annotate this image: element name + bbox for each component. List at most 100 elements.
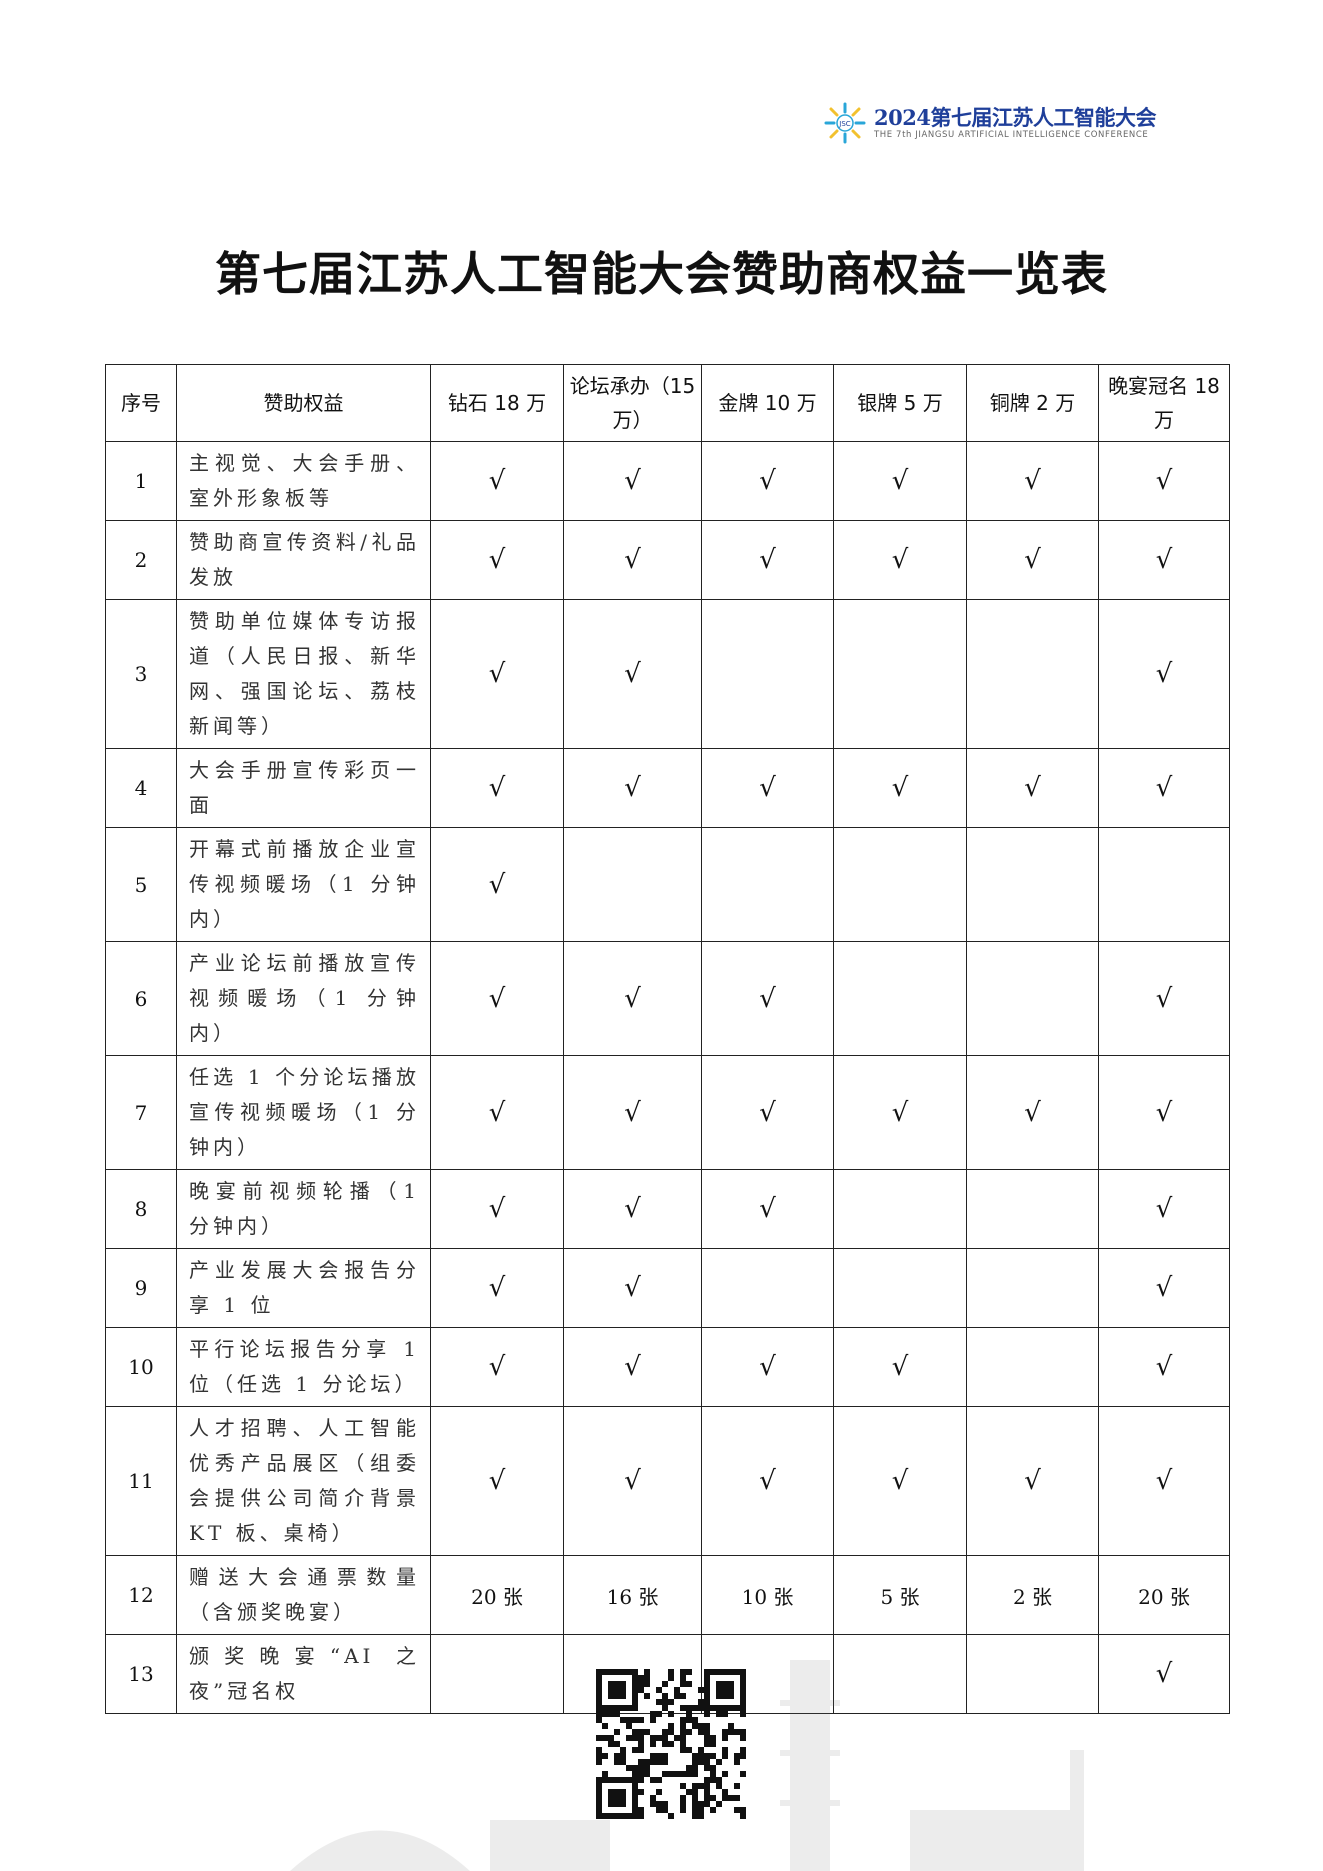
- sponsor-benefits-table: 序号 赞助权益 钻石 18 万论坛承办（15 万） 金牌 10 万银牌 5 万铜牌 2…: [105, 364, 1230, 1714]
- row-number: 1: [105, 441, 177, 521]
- row-number: 11: [105, 1406, 177, 1556]
- checkmark-cell: √: [430, 1327, 564, 1407]
- checkmark-cell: √: [563, 941, 702, 1056]
- checkmark-cell: √: [563, 599, 702, 749]
- checkmark-cell: √: [430, 441, 564, 521]
- checkmark-cell: √: [833, 1327, 967, 1407]
- checkmark-cell: √: [701, 1406, 834, 1556]
- checkmark-cell: √: [701, 520, 834, 600]
- checkmark-cell: √: [563, 1169, 702, 1249]
- benefit-cell: 10 张: [701, 1555, 834, 1635]
- checkmark-cell: √: [430, 1055, 564, 1170]
- checkmark-cell: √: [1098, 441, 1230, 521]
- row-number: 10: [105, 1327, 177, 1407]
- checkmark-cell: √: [833, 520, 967, 600]
- table-row: 1 主视觉、大会手册、室外形象板等 √ √ √ √ √ √: [105, 441, 1230, 521]
- table-row: 9 产业发展大会报告分享 1 位 √ √ √: [105, 1248, 1230, 1328]
- benefit-cell: [833, 1169, 967, 1249]
- row-number: 9: [105, 1248, 177, 1328]
- table-row: 6 产业论坛前播放宣传视频暖场（1 分钟内） √ √ √ √: [105, 941, 1230, 1056]
- checkmark-cell: √: [430, 827, 564, 942]
- benefit-cell: [966, 941, 1099, 1056]
- table-row: 2 赞助商宣传资料/礼品发放 √ √ √ √ √ √: [105, 520, 1230, 600]
- row-number: 7: [105, 1055, 177, 1170]
- row-number: 13: [105, 1634, 177, 1714]
- checkmark-cell: √: [430, 599, 564, 749]
- logo-title: 2024第七届江苏人工智能大会: [874, 105, 1156, 130]
- checkmark-cell: √: [701, 1169, 834, 1249]
- column-header: 金牌 10 万: [701, 364, 834, 442]
- benefit-cell: [966, 1248, 1099, 1328]
- checkmark-cell: √: [563, 1055, 702, 1170]
- benefit-cell: [430, 1634, 564, 1714]
- table-row: 7 任选 1 个分论坛播放宣传视频暖场（1 分钟内） √ √ √ √ √ √: [105, 1055, 1230, 1170]
- column-header: 晚宴冠名 18 万: [1098, 364, 1230, 442]
- city-skyline-watermark: [290, 1660, 1084, 1871]
- conference-logo: JSC 2024第七届江苏人工智能大会 THE 7th JIANGSU ARTI…: [822, 100, 1156, 146]
- benefit-cell: [701, 827, 834, 942]
- benefit-cell: 16 张: [563, 1555, 702, 1635]
- benefit-cell: 20 张: [430, 1555, 564, 1635]
- table-row: 10 平行论坛报告分享 1 位（任选 1 分论坛） √ √ √ √ √: [105, 1327, 1230, 1407]
- benefit-description: 晚宴前视频轮播（1 分钟内）: [176, 1169, 431, 1249]
- benefit-description: 开幕式前播放企业宣传视频暖场（1 分钟内）: [176, 827, 431, 942]
- checkmark-cell: √: [701, 441, 834, 521]
- benefit-cell: [563, 827, 702, 942]
- benefit-cell: 2 张: [966, 1555, 1099, 1635]
- benefit-cell: [701, 1248, 834, 1328]
- checkmark-cell: √: [563, 1327, 702, 1407]
- benefit-cell: [966, 1327, 1099, 1407]
- checkmark-cell: √: [563, 441, 702, 521]
- logo-subtitle: THE 7th JIANGSU ARTIFICIAL INTELLIGENCE …: [874, 130, 1149, 140]
- benefit-cell: [833, 599, 967, 749]
- benefit-cell: 20 张: [1098, 1555, 1230, 1635]
- checkmark-cell: √: [563, 520, 702, 600]
- checkmark-cell: √: [966, 520, 1099, 600]
- checkmark-cell: √: [430, 1248, 564, 1328]
- checkmark-cell: √: [563, 1406, 702, 1556]
- benefit-cell: [833, 827, 967, 942]
- benefit-description: 大会手册宣传彩页一面: [176, 748, 431, 828]
- checkmark-cell: √: [430, 1406, 564, 1556]
- table-row: 4 大会手册宣传彩页一面 √ √ √ √ √ √: [105, 748, 1230, 828]
- benefit-description: 赞助单位媒体专访报道（人民日报、新华网、强国论坛、荔枝新闻等）: [176, 599, 431, 749]
- table-row: 11 人才招聘、人工智能优秀产品展区（组委会提供公司简介背景 KT 板、桌椅） √ √…: [105, 1406, 1230, 1556]
- checkmark-cell: √: [833, 441, 967, 521]
- checkmark-cell: √: [563, 748, 702, 828]
- column-header: 钻石 18 万: [430, 364, 564, 442]
- row-number: 6: [105, 941, 177, 1056]
- checkmark-cell: √: [430, 941, 564, 1056]
- checkmark-cell: √: [1098, 520, 1230, 600]
- checkmark-cell: √: [1098, 1634, 1230, 1714]
- checkmark-cell: √: [1098, 1248, 1230, 1328]
- benefit-description: 产业论坛前播放宣传视频暖场（1 分钟内）: [176, 941, 431, 1056]
- benefit-description: 赞助商宣传资料/礼品发放: [176, 520, 431, 600]
- benefit-description: 主视觉、大会手册、室外形象板等: [176, 441, 431, 521]
- svg-text:JSC: JSC: [838, 120, 851, 128]
- page-title: 第七届江苏人工智能大会赞助商权益一览表: [215, 247, 1108, 301]
- row-number: 4: [105, 748, 177, 828]
- column-header: 论坛承办（15 万）: [563, 364, 702, 442]
- benefit-description: 人才招聘、人工智能优秀产品展区（组委会提供公司简介背景 KT 板、桌椅）: [176, 1406, 431, 1556]
- benefit-cell: [1098, 827, 1230, 942]
- checkmark-cell: √: [966, 1055, 1099, 1170]
- checkmark-cell: √: [1098, 941, 1230, 1056]
- benefit-description: 赠送大会通票数量（含颁奖晚宴）: [176, 1555, 431, 1635]
- checkmark-cell: √: [833, 748, 967, 828]
- column-header: 序号: [105, 364, 177, 442]
- benefit-cell: [833, 1248, 967, 1328]
- checkmark-cell: √: [430, 1169, 564, 1249]
- logo-emblem-icon: JSC: [824, 102, 866, 144]
- checkmark-cell: √: [701, 1327, 834, 1407]
- table-row: 3 赞助单位媒体专访报道（人民日报、新华网、强国论坛、荔枝新闻等） √ √ √: [105, 599, 1230, 749]
- checkmark-cell: √: [701, 748, 834, 828]
- benefit-description: 颁奖晚宴“AI 之夜”冠名权: [176, 1634, 431, 1714]
- benefit-cell: [966, 827, 1099, 942]
- checkmark-cell: √: [833, 1406, 967, 1556]
- benefit-cell: [966, 1169, 1099, 1249]
- row-number: 5: [105, 827, 177, 942]
- checkmark-cell: √: [563, 1248, 702, 1328]
- checkmark-cell: √: [430, 520, 564, 600]
- qr-code-icon[interactable]: [596, 1669, 746, 1819]
- benefit-description: 任选 1 个分论坛播放宣传视频暖场（1 分钟内）: [176, 1055, 431, 1170]
